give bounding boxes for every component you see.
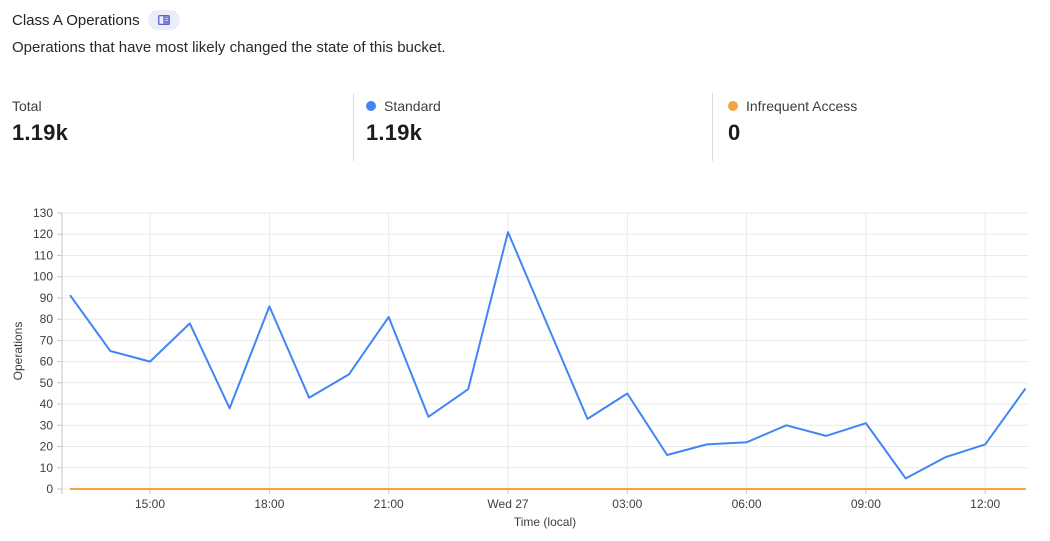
stat-infrequent-access-value: 0: [728, 120, 741, 145]
y-tick-label: 100: [33, 270, 53, 284]
y-tick-label: 20: [40, 440, 54, 454]
y-tick-label: 60: [40, 355, 54, 369]
y-tick-label: 130: [33, 206, 53, 220]
x-tick-label: 18:00: [254, 497, 284, 511]
y-tick-label: 70: [40, 333, 54, 347]
docs-badge[interactable]: [147, 10, 180, 30]
standard-line: [69, 231, 1026, 480]
y-tick-label: 30: [40, 418, 54, 432]
x-tick-label: 03:00: [612, 497, 642, 511]
stats-divider: [353, 93, 354, 161]
y-grid: 0 10 20 30 40 50 60 70 80 90 100 110 120 130: [33, 206, 1028, 496]
y-tick-label: 120: [33, 227, 53, 241]
x-tick-label: Wed 27: [487, 497, 528, 511]
y-tick-label: 80: [40, 312, 54, 326]
stat-total-value: 1.19k: [12, 120, 69, 145]
x-tick-label: 09:00: [851, 497, 881, 511]
y-tick-label: 40: [40, 397, 54, 411]
x-tick-label: 15:00: [135, 497, 165, 511]
book-icon: [157, 14, 170, 26]
panel-header: Class A Operations: [12, 10, 180, 30]
stat-standard-label: Standard: [384, 97, 441, 114]
page-title: Class A Operations: [12, 11, 140, 29]
y-tick-label: 10: [40, 461, 54, 475]
stat-infrequent-access-label: Infrequent Access: [746, 97, 858, 114]
x-grid: 15:00 18:00 21:00 Wed 27 03:00 06:00 09:00 12:0…: [135, 213, 1001, 511]
stat-standard: Standard 1.19k: [366, 97, 441, 146]
stat-standard-value: 1.19k: [366, 120, 423, 145]
y-tick-label: 90: [40, 291, 54, 305]
x-tick-label: 21:00: [374, 497, 404, 511]
infrequent-access-legend-dot-icon: [728, 100, 738, 111]
y-tick-label: 110: [34, 249, 53, 263]
y-axis-title: Operations: [11, 322, 25, 381]
stat-total-label: Total: [12, 97, 42, 114]
stat-total: Total 1.19k: [12, 97, 68, 146]
panel-subtitle: Operations that have most likely changed…: [12, 39, 446, 56]
stat-infrequent-access: Infrequent Access 0: [728, 97, 857, 146]
x-axis-title: Time (local): [514, 515, 576, 529]
stats-row: Total 1.19k Standard 1.19k Infrequent Ac…: [0, 93, 1050, 163]
standard-legend-dot-icon: [366, 100, 376, 111]
x-tick-label: 12:00: [970, 497, 1000, 511]
y-tick-label: 0: [46, 482, 53, 496]
y-tick-label: 50: [40, 376, 54, 390]
x-tick-label: 06:00: [732, 497, 762, 511]
stats-divider: [712, 93, 713, 161]
